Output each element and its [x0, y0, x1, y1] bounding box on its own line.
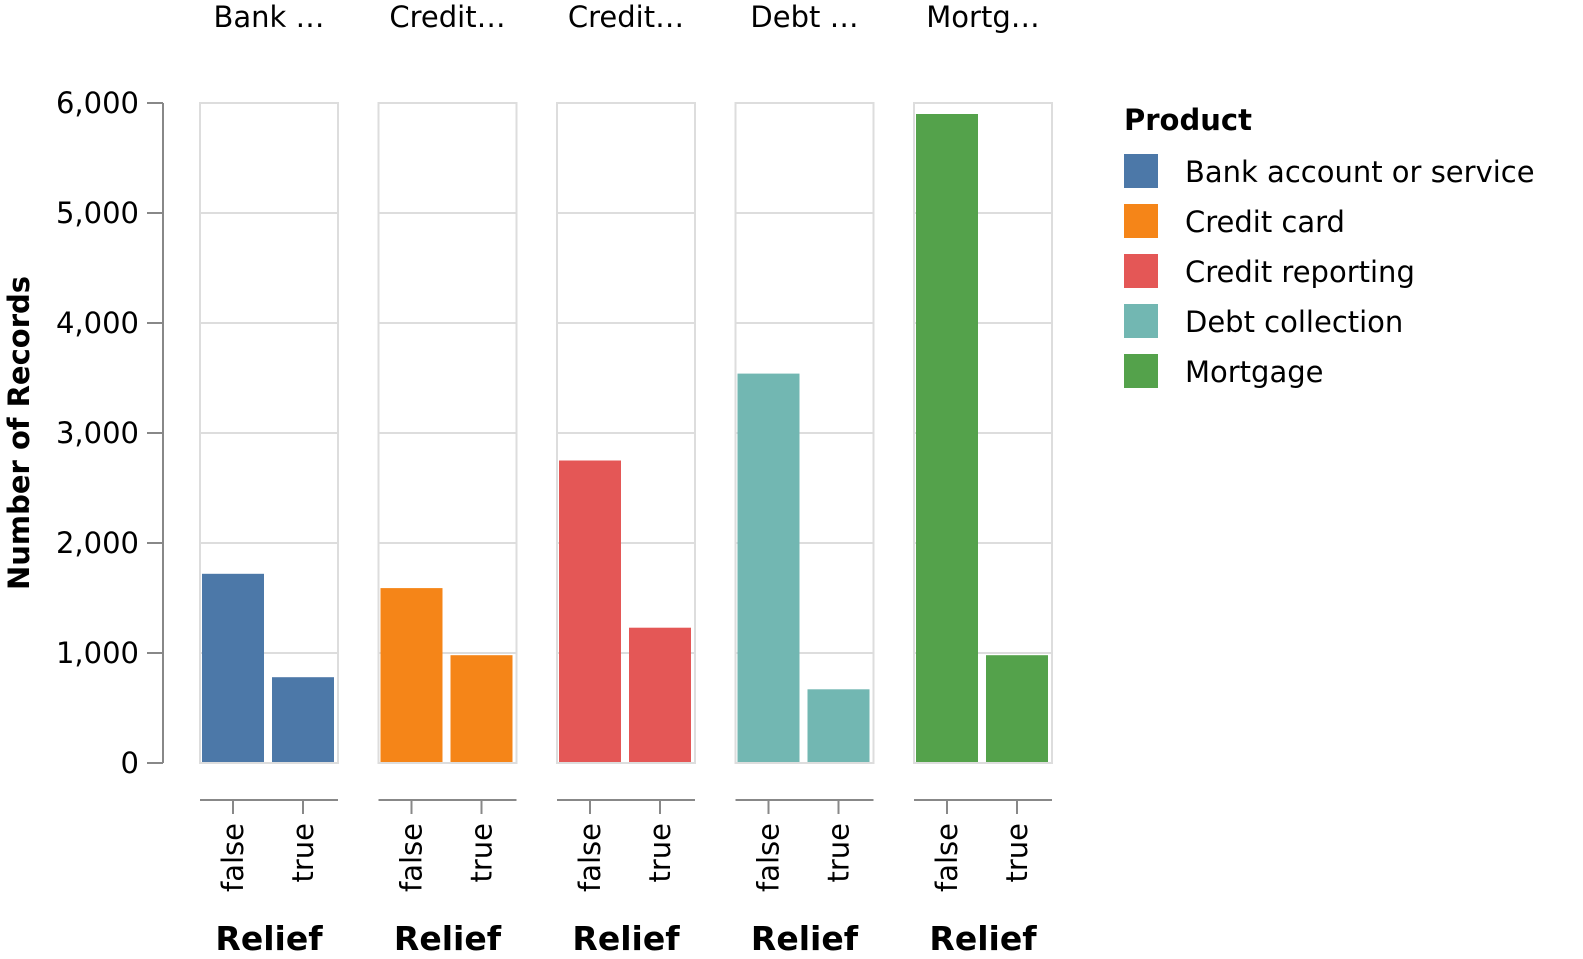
x-axis-title: Relief	[394, 919, 502, 958]
bar-true	[272, 677, 334, 763]
x-tick-label: true	[643, 823, 677, 883]
x-tick-label: false	[395, 823, 429, 892]
legend-swatch	[1124, 304, 1158, 338]
x-axis-title: Relief	[929, 919, 1037, 958]
bar-false	[737, 373, 800, 763]
legend-swatch	[1124, 154, 1158, 188]
facet-panel-1: Credit… false true Relief	[377, 0, 518, 958]
facet-header: Credit…	[568, 0, 684, 34]
y-tick-label: 0	[121, 746, 139, 780]
panel-frame	[199, 102, 339, 764]
y-tick-label: 4,000	[56, 306, 139, 340]
bar-false	[916, 114, 978, 763]
x-axis-title: Relief	[215, 919, 323, 958]
x-tick-label: false	[573, 823, 607, 892]
x-axis-title: Relief	[751, 919, 859, 958]
y-tick-label: 2,000	[56, 526, 139, 560]
x-tick-label: false	[752, 823, 786, 892]
x-tick-label: true	[286, 823, 320, 883]
legend-label: Bank account or service	[1185, 155, 1535, 189]
x-tick-label: false	[930, 823, 964, 892]
bar-true	[629, 627, 691, 763]
y-tick-label: 1,000	[56, 636, 139, 670]
legend-item-0: Bank account or service	[1124, 154, 1535, 189]
legend-item-2: Credit reporting	[1124, 254, 1415, 289]
legend-label: Credit card	[1185, 205, 1345, 239]
panel-frame	[734, 102, 875, 764]
legend: Product Bank account or service Credit ca…	[1124, 103, 1535, 389]
x-tick-label: true	[1000, 823, 1034, 883]
bar-true	[450, 655, 513, 763]
y-axis-title: Number of Records	[2, 276, 36, 590]
legend-title: Product	[1124, 103, 1252, 137]
facet-panel-0: Bank … false true Relief	[199, 0, 339, 958]
facet-panels: Bank … false true Relief Credit… false true Rel…	[199, 0, 1053, 958]
facet-header: Mortg…	[926, 0, 1039, 34]
panel-frame	[913, 102, 1053, 764]
legend-swatch	[1124, 254, 1158, 288]
bar-false	[202, 573, 264, 763]
bar-true	[807, 689, 870, 763]
panel-frame	[377, 102, 518, 764]
legend-label: Credit reporting	[1185, 255, 1415, 289]
legend-label: Debt collection	[1185, 305, 1403, 339]
y-tick-label: 6,000	[56, 86, 139, 120]
x-tick-label: true	[822, 823, 856, 883]
legend-label: Mortgage	[1185, 355, 1324, 389]
bar-false	[380, 588, 443, 763]
facet-header: Credit…	[389, 0, 505, 34]
legend-swatch	[1124, 204, 1158, 238]
legend-swatch	[1124, 354, 1158, 388]
facet-header: Bank …	[213, 0, 324, 34]
y-tick-label: 3,000	[56, 416, 139, 450]
bar-false	[559, 460, 621, 763]
legend-item-1: Credit card	[1124, 204, 1345, 239]
facet-panel-3: Debt … false true Relief	[734, 0, 875, 958]
panel-frame	[556, 102, 696, 764]
facet-panel-2: Credit… false true Relief	[556, 0, 696, 958]
x-tick-label: true	[465, 823, 499, 883]
facet-panel-4: Mortg… false true Relief	[913, 0, 1053, 958]
facet-header: Debt …	[750, 0, 858, 34]
x-tick-label: false	[216, 823, 250, 892]
legend-item-3: Debt collection	[1124, 304, 1403, 339]
x-axis-title: Relief	[572, 919, 680, 958]
y-tick-label: 5,000	[56, 196, 139, 230]
y-axis: 0 1,000 2,000 3,000 4,000 5,000 6,000	[56, 86, 164, 780]
legend-item-4: Mortgage	[1124, 354, 1324, 389]
bar-true	[986, 655, 1048, 763]
